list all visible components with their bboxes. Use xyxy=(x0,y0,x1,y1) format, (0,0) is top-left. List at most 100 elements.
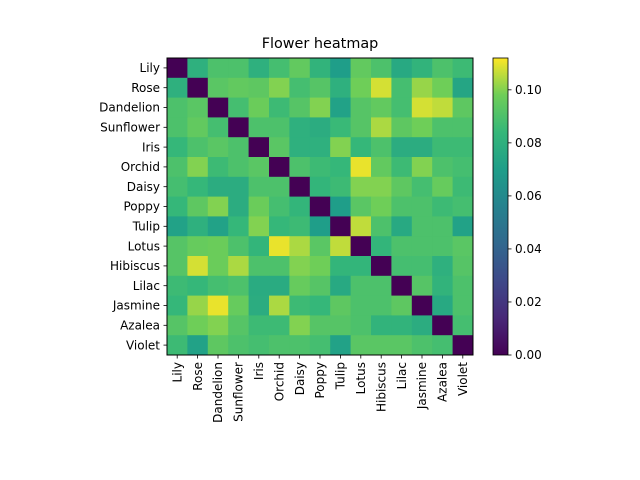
heatmap-cell xyxy=(371,315,392,336)
heatmap-cell xyxy=(167,137,188,158)
x-tick-label: Iris xyxy=(252,362,266,380)
heatmap-cell xyxy=(309,275,331,296)
heatmap-cell xyxy=(289,256,311,277)
y-tick-label: Lily xyxy=(140,61,160,75)
heatmap-cell xyxy=(228,58,249,79)
heatmap-cell xyxy=(167,196,188,217)
heatmap-cell xyxy=(452,236,474,257)
heatmap-cell xyxy=(371,196,392,217)
y-tick-label: Dandelion xyxy=(99,101,160,115)
heatmap-cell xyxy=(289,117,311,138)
y-tick-label: Violet xyxy=(126,338,160,352)
heatmap-cell xyxy=(350,117,372,138)
heatmap-cell xyxy=(371,117,392,138)
heatmap-cell xyxy=(350,315,372,336)
heatmap-cell xyxy=(248,256,270,277)
heatmap-cell xyxy=(207,157,229,178)
heatmap-cell xyxy=(391,275,413,296)
heatmap-cell xyxy=(411,117,433,138)
heatmap-cell xyxy=(228,315,249,336)
heatmap-cell xyxy=(207,295,229,316)
heatmap-cell xyxy=(350,176,372,197)
heatmap-cell xyxy=(187,97,209,118)
heatmap-cell xyxy=(187,275,209,296)
heatmap-cell xyxy=(411,335,433,356)
x-tick-label: Violet xyxy=(456,362,470,396)
heatmap-cell xyxy=(187,256,209,277)
heatmap-cell xyxy=(330,97,351,118)
heatmap-cell xyxy=(411,176,433,197)
heatmap-cell xyxy=(309,58,331,79)
heatmap-cell xyxy=(248,137,270,158)
heatmap-cell xyxy=(269,157,290,178)
heatmap-cell xyxy=(269,176,290,197)
heatmap-cell xyxy=(309,295,331,316)
heatmap-cell xyxy=(452,295,474,316)
heatmap-cell xyxy=(452,58,474,79)
heatmap-cell xyxy=(350,97,372,118)
heatmap-cell xyxy=(248,58,270,79)
colorbar-tick-label: 0.10 xyxy=(515,83,542,97)
heatmap-cell xyxy=(452,256,474,277)
heatmap-cell xyxy=(248,275,270,296)
heatmap-cell xyxy=(330,275,351,296)
heatmap-cell xyxy=(309,315,331,336)
colorbar-tick-label: 0.04 xyxy=(515,242,542,256)
y-tick-label: Sunflower xyxy=(100,121,160,135)
heatmap-cell xyxy=(207,58,229,79)
heatmap-cell xyxy=(452,335,474,356)
heatmap-cell xyxy=(371,236,392,257)
heatmap-cell xyxy=(309,77,331,98)
heatmap-cell xyxy=(289,335,311,356)
heatmap-cell xyxy=(350,77,372,98)
heatmap-cell xyxy=(187,137,209,158)
heatmap-cell xyxy=(167,256,188,277)
heatmap-cell xyxy=(411,295,433,316)
heatmap-cell xyxy=(269,137,290,158)
heatmap-cell xyxy=(167,77,188,98)
heatmap-cell xyxy=(207,315,229,336)
heatmap-cell xyxy=(167,216,188,237)
heatmap-cell xyxy=(330,295,351,316)
heatmap-cell xyxy=(391,117,413,138)
heatmap-cell xyxy=(452,137,474,158)
heatmap-cell xyxy=(309,97,331,118)
heatmap-cell xyxy=(371,137,392,158)
heatmap-cell xyxy=(330,335,351,356)
heatmap-cell xyxy=(391,315,413,336)
heatmap-cell xyxy=(350,275,372,296)
heatmap-cell xyxy=(432,216,453,237)
heatmap-cell xyxy=(207,137,229,158)
x-tick-label: Rose xyxy=(191,362,205,391)
heatmap-cell xyxy=(391,97,413,118)
heatmap-cell xyxy=(330,176,351,197)
heatmap-cell xyxy=(207,236,229,257)
heatmap-cell xyxy=(269,77,290,98)
heatmap-cell xyxy=(411,275,433,296)
heatmap-cell xyxy=(289,58,311,79)
heatmap-cell xyxy=(289,97,311,118)
heatmap-cell xyxy=(391,137,413,158)
heatmap-cell xyxy=(289,157,311,178)
heatmap-cell xyxy=(187,77,209,98)
heatmap-cell xyxy=(411,157,433,178)
heatmap-cell xyxy=(207,196,229,217)
heatmap-cell xyxy=(187,335,209,356)
heatmap-cell xyxy=(350,256,372,277)
heatmap-cell xyxy=(228,216,249,237)
heatmap-cell xyxy=(391,157,413,178)
heatmap-cell xyxy=(207,97,229,118)
heatmap-cell xyxy=(207,77,229,98)
heatmap-cell xyxy=(289,275,311,296)
heatmap-cell xyxy=(330,58,351,79)
heatmap-cell xyxy=(452,196,474,217)
heatmap-cell xyxy=(432,256,453,277)
heatmap-cell xyxy=(228,157,249,178)
heatmap-cell xyxy=(269,97,290,118)
heatmap-cell xyxy=(309,236,331,257)
heatmap-cell xyxy=(330,117,351,138)
heatmap-cell xyxy=(432,295,453,316)
heatmap-cell xyxy=(411,137,433,158)
x-tick-label: Jasmine xyxy=(415,362,429,410)
heatmap-cell xyxy=(371,58,392,79)
